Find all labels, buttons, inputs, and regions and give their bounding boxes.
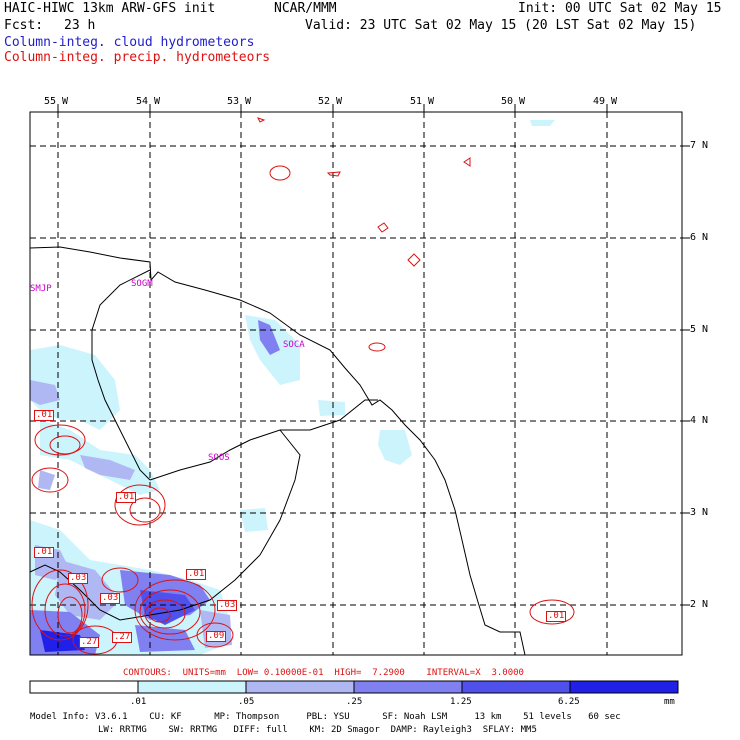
lon-label-54w: 54 W [136, 96, 161, 107]
colorbar-tick: 6.25 [558, 697, 580, 707]
valid-time: Valid: 23 UTC Sat 02 May 15 (20 LST Sat … [305, 18, 697, 33]
contour-label: .03 [68, 573, 89, 584]
org-label: NCAR/MMM [274, 1, 337, 16]
model-info-line1: Model Info: V3.6.1 CU: KF MP: Thompson P… [30, 712, 621, 722]
contour-label: .01 [34, 547, 55, 558]
contour-label: .03 [100, 593, 121, 604]
contour-label: .03 [217, 600, 238, 611]
graticule [30, 112, 682, 655]
lon-label-51w: 51 W [410, 96, 435, 107]
lon-label-52w: 52 W [318, 96, 343, 107]
colorbar-tick: .05 [238, 697, 255, 707]
cloud-shading [30, 120, 555, 655]
colorbar-tick: .01 [130, 697, 147, 707]
map-frame [29, 111, 683, 656]
lon-label-49w: 49 W [593, 96, 618, 107]
contour-label: .01 [546, 611, 567, 622]
colorbar-tick: .25 [346, 697, 363, 707]
colorbar [29, 680, 679, 694]
contour-info: CONTOURS: UNITS=mm LOW= 0.10000E-01 HIGH… [123, 668, 524, 678]
station-sogm: SOGM [131, 279, 153, 289]
lon-label-50w: 50 W [501, 96, 526, 107]
legend-cloud: Column-integ. cloud hydrometeors [4, 35, 255, 50]
forecast-hour: 23 h [64, 18, 96, 33]
lon-label-55w: 55 W [44, 96, 69, 107]
colorbar-unit: mm [664, 697, 675, 707]
coastline [29, 246, 526, 656]
station-smjp: SMJP [30, 284, 52, 294]
frame-ticks [57, 104, 690, 606]
lat-label-4n: 4 N [690, 415, 709, 426]
lat-label-7n: 7 N [690, 140, 709, 151]
contour-label: .01 [116, 492, 137, 503]
model-title: HAIC-HIWC 13km ARW-GFS init [4, 1, 216, 16]
contour-label: .09 [206, 631, 227, 642]
lat-label-5n: 5 N [690, 324, 709, 335]
contour-label: .01 [186, 569, 207, 580]
colorbar-tick: 1.25 [450, 697, 472, 707]
contour-label: .27 [79, 637, 100, 648]
lat-label-2n: 2 N [690, 599, 709, 610]
model-info-line2: LW: RRTMG SW: RRTMG DIFF: full KM: 2D Sm… [98, 725, 537, 735]
init-time: Init: 00 UTC Sat 02 May 15 [518, 1, 722, 16]
station-soca: SOCA [283, 340, 305, 350]
lon-label-53w: 53 W [227, 96, 252, 107]
station-soos: SOOS [208, 453, 230, 463]
legend-precip: Column-integ. precip. hydrometeors [4, 50, 271, 65]
forecast-label: Fcst: [4, 18, 44, 33]
lat-label-3n: 3 N [690, 507, 709, 518]
contour-label: .27 [112, 632, 133, 643]
contour-label: .01 [34, 410, 55, 421]
precip-contours [31, 117, 575, 655]
lat-label-6n: 6 N [690, 232, 709, 243]
